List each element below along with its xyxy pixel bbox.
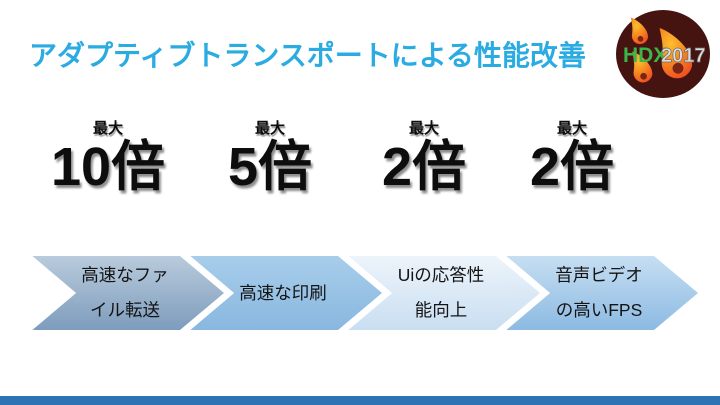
chevron-label-line: 高速なファ (81, 265, 169, 285)
chevron-av-fps: 音声ビデオ の高いFPS (504, 254, 700, 332)
stat-prefix-label: 最大 (408, 120, 439, 137)
chevron-fill: 高速なファ イル転送 (32, 256, 224, 330)
slide-title: アダプティブトランスポートによる性能改善 (29, 40, 586, 71)
chevron-label-line: の高いFPS (555, 300, 643, 320)
stat-value: 2倍 (529, 137, 615, 197)
chevron-label-line: 能向上 (414, 300, 468, 320)
comet-icon-mid (632, 51, 653, 83)
chevron-label-line: イル転送 (90, 300, 160, 320)
hdx-2017-logo: HDX 2017 (615, 9, 711, 99)
stat-prefix-label: 最大 (254, 120, 285, 137)
footer-accent-bar (0, 396, 720, 405)
stat-value: 2倍 (381, 137, 467, 197)
stat-value: 5倍 (227, 137, 313, 197)
stat-ui-response-multiplier: 最大 2倍 (339, 120, 509, 195)
chevron-file-transfer: 高速なファ イル転送 (30, 254, 226, 332)
comet-icon-small (630, 17, 649, 45)
stat-value: 10倍 (50, 137, 166, 197)
comet-icon-large (659, 27, 693, 79)
logo-hdx-text: HDX (623, 44, 667, 67)
stat-prefix-label: 最大 (556, 120, 587, 137)
hdx-logo-graphic: HDX 2017 (616, 10, 710, 98)
chevron-label-line: 音声ビデオ (555, 265, 643, 285)
stat-file-transfer-multiplier: 最大 10倍 (23, 120, 193, 195)
logo-year-text: 2017 (661, 45, 706, 67)
stat-prefix-label: 最大 (92, 120, 123, 137)
chevron-ui-response: Uiの応答性 能向上 (346, 254, 542, 332)
chevron-label-line: 高速な印刷 (239, 282, 327, 303)
chevron-label-line: Uiの応答性 (397, 265, 485, 285)
stat-printing-multiplier: 最大 5倍 (185, 120, 355, 195)
stat-av-fps-multiplier: 最大 2倍 (487, 120, 657, 195)
